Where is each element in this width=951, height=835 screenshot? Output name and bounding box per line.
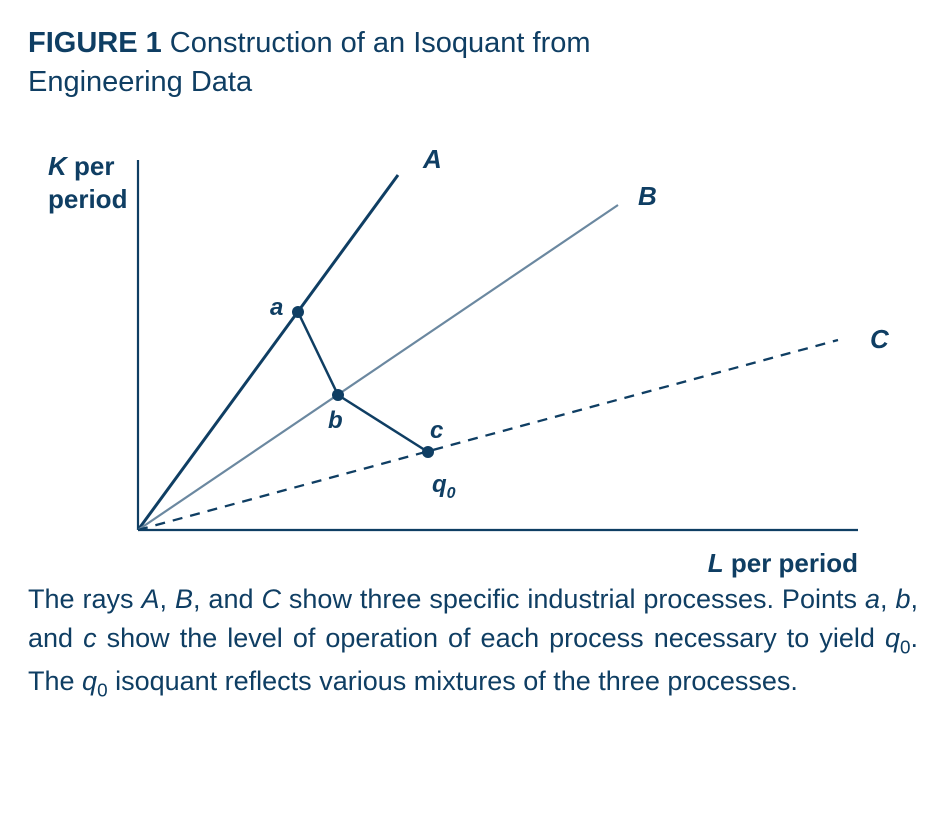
ray-A [138, 175, 398, 530]
figure-label: FIGURE 1 [28, 27, 162, 59]
figure-caption: The rays A, B, and C show three specific… [28, 580, 918, 705]
ray-label-B: B [638, 181, 657, 211]
page: FIGURE 1 Construction of an Isoquant fro… [0, 0, 951, 835]
isoquant-diagram: K perperiod L per period A B Ca b c q0 [28, 120, 908, 580]
point-a [292, 306, 304, 318]
ray-B [138, 205, 618, 530]
point-label-a: a [270, 294, 283, 321]
point-label-b: b [328, 407, 343, 434]
isoquant-segment-bc [338, 395, 428, 452]
point-b [332, 389, 344, 401]
x-axis-label: L per period [708, 548, 858, 578]
q0-label: q0 [432, 471, 456, 502]
point-label-c: c [430, 417, 443, 444]
y-axis-label-line2: period [48, 184, 127, 214]
y-axis-label-line1: K per [48, 151, 114, 181]
isoquant-segment-ab [298, 312, 338, 395]
ray-label-C: C [870, 324, 890, 354]
ray-label-A: A [422, 144, 442, 174]
figure-title: FIGURE 1 Construction of an Isoquant fro… [28, 24, 728, 102]
ray-C [138, 340, 838, 530]
point-c [422, 446, 434, 458]
chart-area: K perperiod L per period A B Ca b c q0 [28, 120, 908, 580]
